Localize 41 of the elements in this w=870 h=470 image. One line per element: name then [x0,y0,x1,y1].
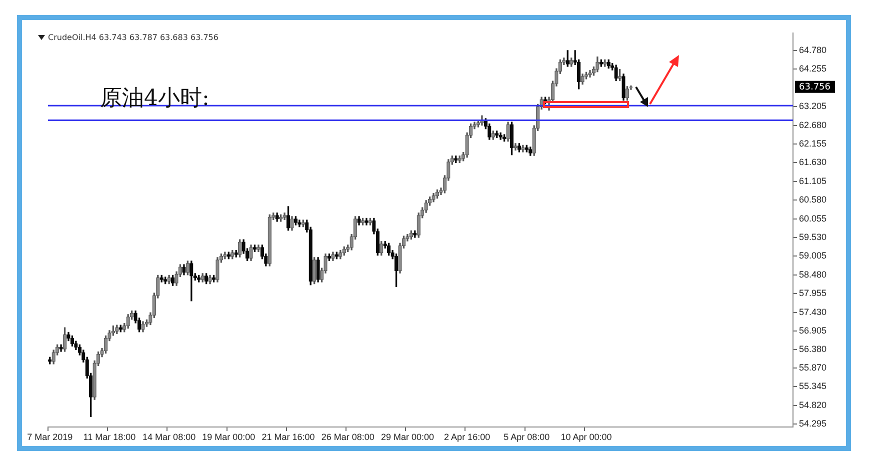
y-tick-label: 61.105 [799,176,827,186]
y-tick-label: 59.530 [799,232,827,242]
y-tick-label: 54.295 [799,418,827,428]
y-tick-label: 59.005 [799,250,827,261]
candlestick [625,86,630,101]
x-tick-label: 14 Mar 08:00 [142,432,196,442]
candlestick [286,206,290,231]
x-tick-label: 19 Mar 00:00 [202,432,256,442]
candlestick [435,189,440,199]
x-tick-label: 5 Apr 08:00 [504,432,550,442]
y-tick-label: 61.630 [799,157,827,168]
candlestick [62,327,67,352]
candlestick [476,120,480,128]
x-tick-label: 2 Apr 16:00 [444,432,490,442]
y-tick-label: 56.905 [799,325,827,336]
x-tick-label: 21 Mar 16:00 [262,432,315,442]
y-tick-label: 62.155 [799,138,827,148]
y-tick-label: 63.205 [799,101,827,112]
y-tick-label: 55.870 [799,362,827,372]
x-tick-label: 7 Mar 2019 [27,432,73,442]
y-tick-label: 56.380 [799,344,827,354]
candlestick [510,122,514,156]
y-tick-label: 60.580 [799,194,827,205]
annotation: CrudeOil.H4 63.743 63.787 63.683 63.756 [48,33,218,42]
y-tick-label: 64.780 [799,44,827,55]
text: 原油4小时: [100,85,210,113]
candlestick [327,254,332,261]
y-tick-label: 57.955 [799,288,827,298]
y-tick-label: 54.820 [799,400,827,410]
y-tick-label: 58.480 [799,269,827,280]
y-tick-label: 57.430 [799,306,827,317]
x-tick-label: 29 Mar 00:00 [380,432,434,442]
y-tick-label: 60.055 [799,213,827,224]
x-tick-label: 10 Apr 00:00 [560,432,612,442]
candlestick [252,244,257,252]
y-tick-label: 64.255 [799,64,827,74]
y-tick-label: 55.345 [799,381,827,392]
x-tick-label: 26 Mar 08:00 [321,432,374,442]
y-tick-label: 62.680 [799,120,827,130]
annotation: 63.756 [799,82,831,92]
x-tick-label: 11 Mar 18:00 [83,432,136,442]
